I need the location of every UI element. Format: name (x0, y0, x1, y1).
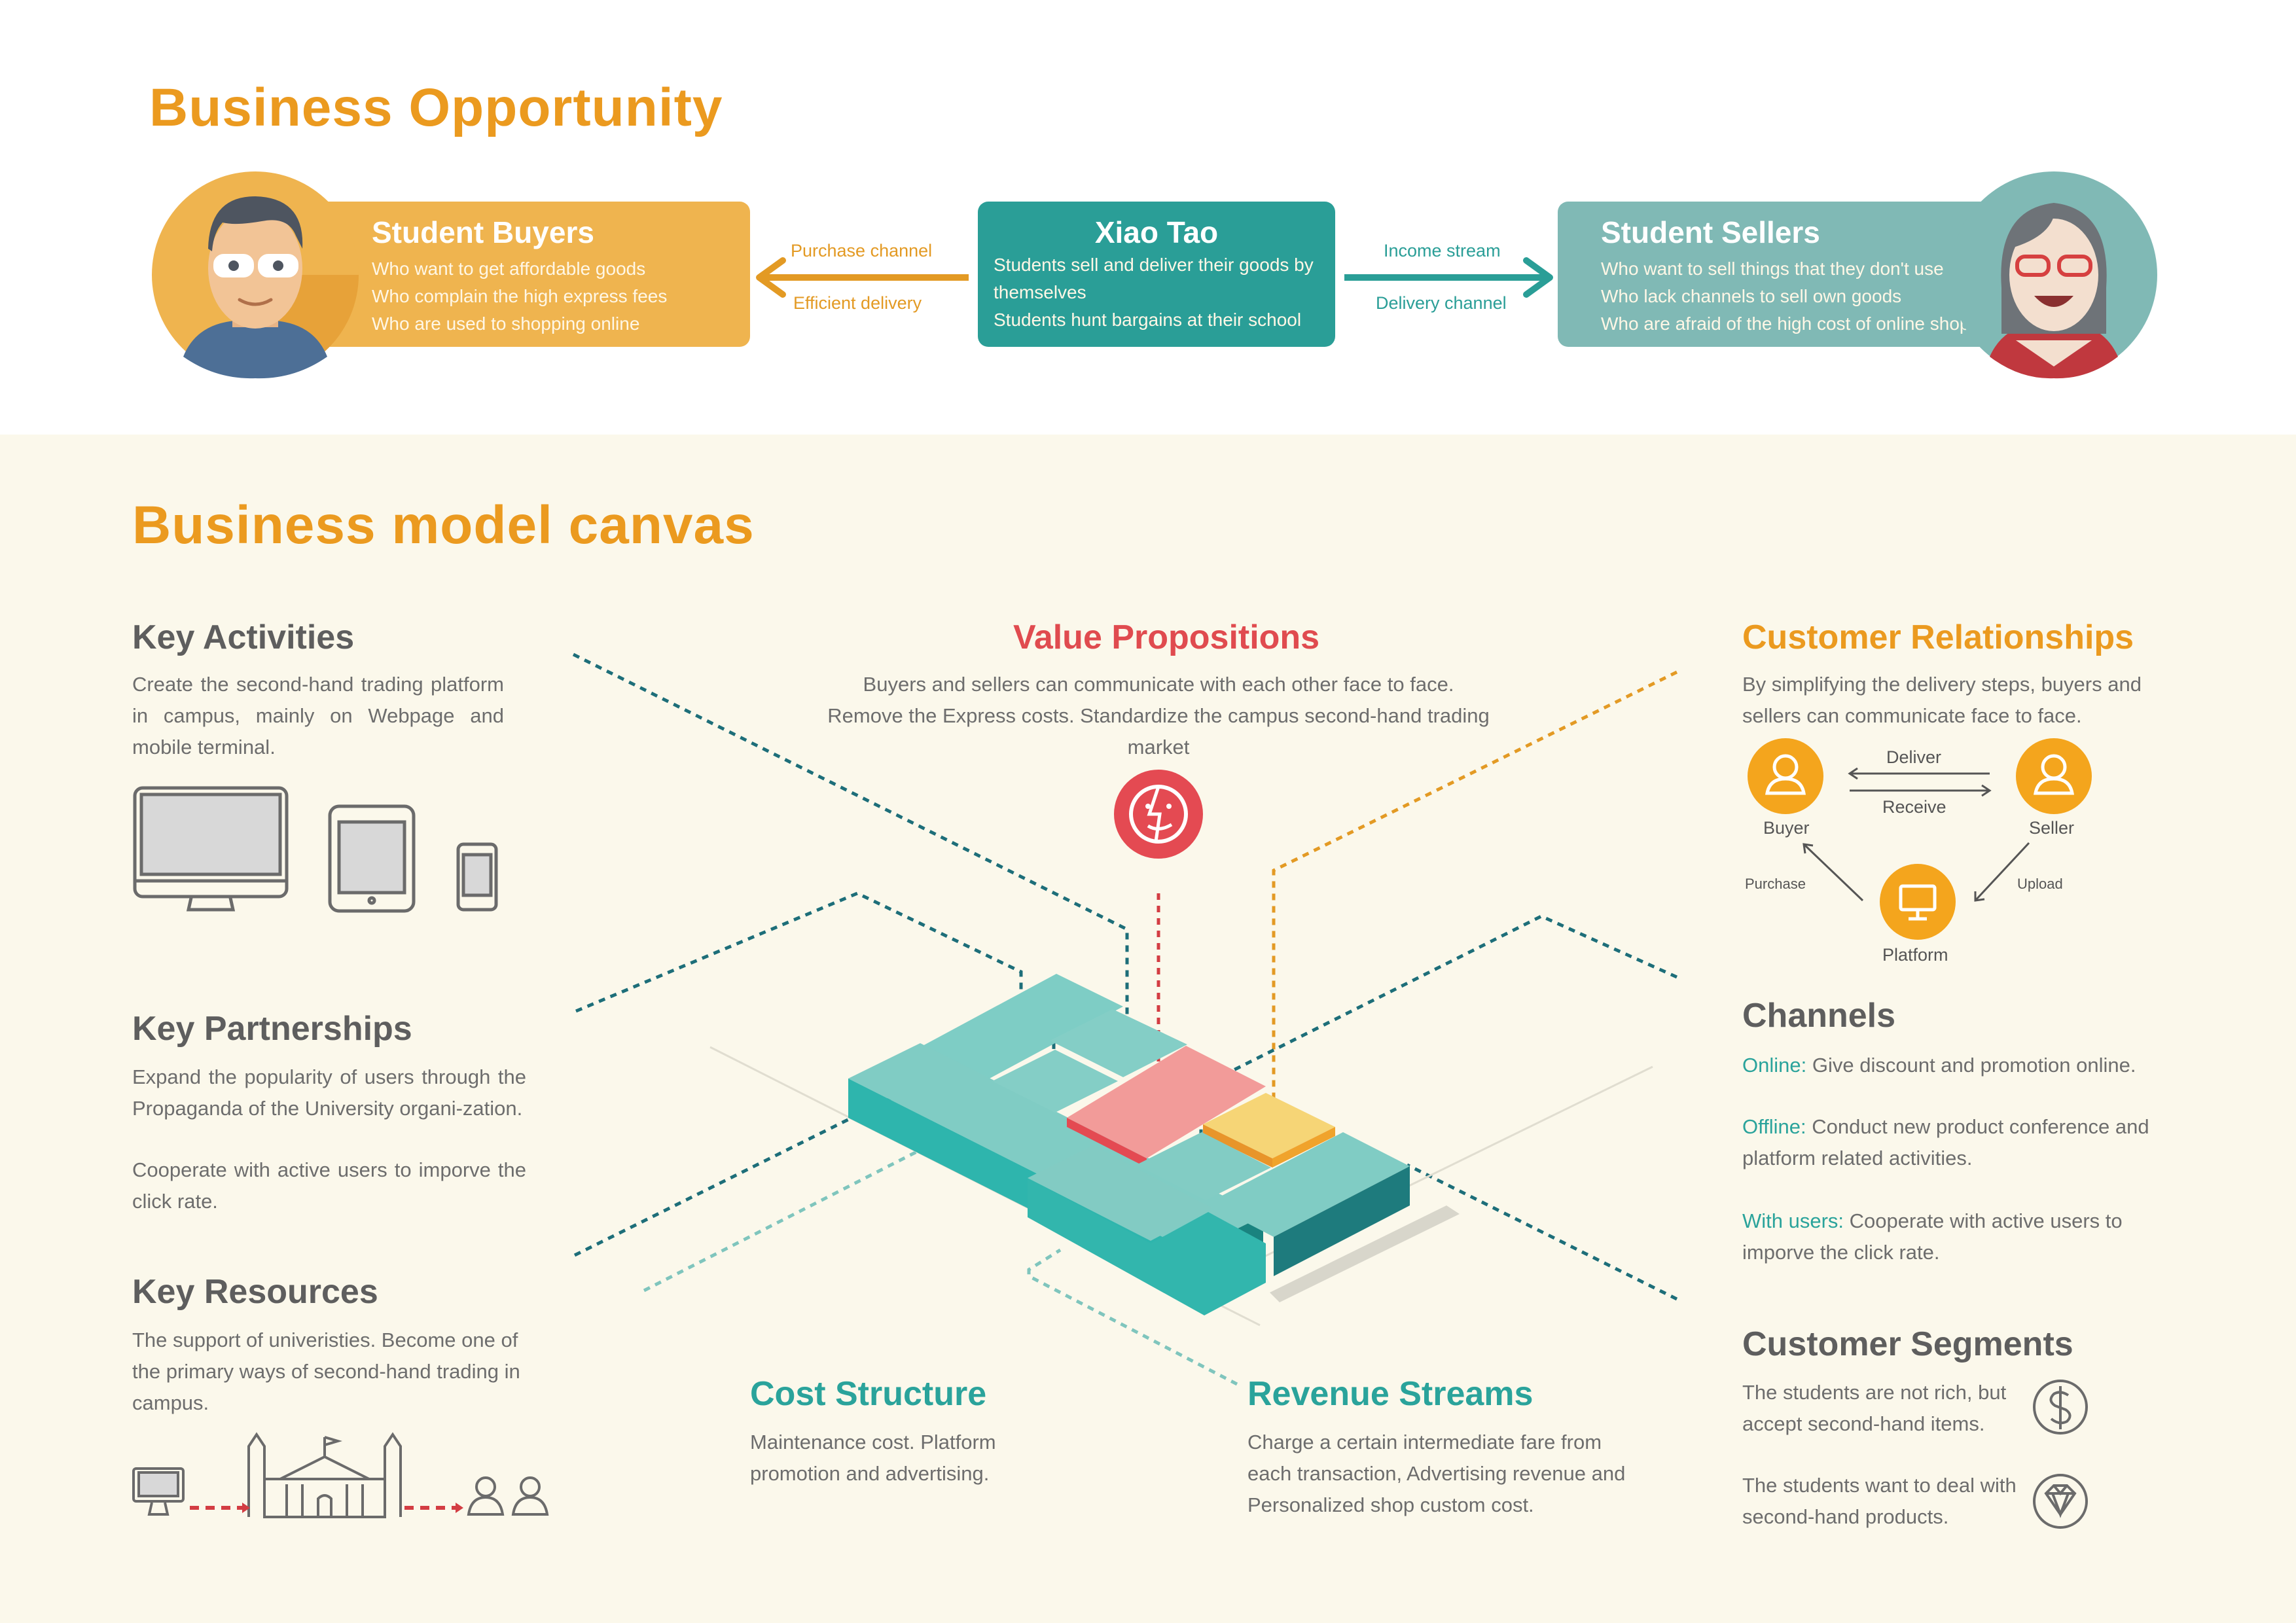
channel-online-text: Give discount and promotion online. (1812, 1054, 2136, 1077)
xiaotao-card: Xiao Tao Students sell and deliver their… (978, 202, 1335, 347)
person-icon (1765, 754, 2074, 921)
key-partnerships-text-2: Cooperate with active users to imporve t… (132, 1158, 526, 1213)
diamond-icon (2033, 1474, 2088, 1529)
customer-segments-title: Customer Segments (1742, 1325, 2073, 1363)
flow-arrowhead-2 (456, 1503, 463, 1513)
device-icons (133, 786, 498, 913)
smiley-face-icon (1114, 770, 1203, 859)
key-activities-title: Key Activities (132, 618, 355, 656)
channel-online: Online: Give discount and promotion onli… (1742, 1050, 2200, 1081)
value-propositions-line-2: Remove the Express costs. Standardize th… (827, 704, 1490, 758)
left-arrow (756, 257, 969, 298)
revenue-streams-title: Revenue Streams (1247, 1375, 1534, 1413)
buyers-line-1: Who want to get affordable goods (372, 259, 646, 279)
cost-structure-title: Cost Structure (750, 1375, 987, 1413)
diagram-deliver-label: Deliver (1886, 747, 1942, 767)
segment-icons (2033, 1380, 2088, 1529)
buyer-avatar-icon (152, 171, 359, 379)
buyers-line-3: Who are used to shopping online (372, 313, 640, 334)
buyers-line-2: Who complain the high express fees (372, 286, 668, 306)
efficient-delivery-label: Efficient delivery (793, 293, 922, 313)
isometric-blocks (709, 974, 1653, 1327)
phone-icon (456, 842, 498, 912)
sellers-title: Student Sellers (1601, 215, 1820, 249)
channel-online-label: Online: (1742, 1054, 1807, 1077)
cost-structure-text: Maintenance cost. Platform promotion and… (750, 1431, 996, 1485)
diagram-receive-label: Receive (1882, 797, 1946, 817)
sellers-line-2: Who lack channels to sell own goods (1601, 286, 1902, 306)
tablet-icon (328, 804, 416, 913)
key-partnerships-title: Key Partnerships (132, 1010, 412, 1048)
university-building-icon (132, 1432, 402, 1518)
diagram-buyer-label: Buyer (1763, 818, 1810, 838)
income-stream-label: Income stream (1384, 241, 1501, 260)
xiaotao-title: Xiao Tao (1094, 215, 1219, 249)
buyers-title: Student Buyers (372, 215, 594, 249)
right-arrow (1344, 257, 1553, 298)
diagram-platform-label: Platform (1882, 945, 1948, 965)
sellers-line-1: Who want to sell things that they don't … (1601, 259, 1944, 279)
diagram-purchase-label: Purchase (1745, 876, 1806, 892)
customer-relationships-text: By simplifying the delivery steps, buyer… (1742, 673, 2142, 727)
customer-relationships-title: Customer Relationships (1742, 618, 2134, 656)
dollar-icon (2033, 1380, 2088, 1435)
purchase-channel-label: Purchase channel (791, 241, 933, 260)
diagram-seller-label: Seller (2029, 818, 2075, 838)
monitor-icon (133, 786, 289, 912)
relationship-diagram (1748, 738, 2092, 940)
key-resources-title: Key Resources (132, 1273, 378, 1311)
channel-users: With users: Cooperate with active users … (1742, 1205, 2174, 1268)
flow-arrowhead-1 (242, 1503, 250, 1513)
value-propositions-line-1: Buyers and sellers can communicate with … (863, 673, 1454, 696)
xiaotao-line-1: Students sell and deliver their goods by… (994, 255, 1314, 302)
customer-segment-1: The students are not rich, but accept se… (1742, 1381, 2007, 1435)
users-icon (467, 1476, 549, 1516)
key-resources-text: The support of univeristies. Become one … (132, 1329, 520, 1414)
key-activities-text: Create the second-hand trading platform … (132, 673, 504, 758)
channel-offline: Offline: Conduct new product conference … (1742, 1111, 2174, 1174)
revenue-streams-text: Charge a certain intermediate fare from … (1247, 1431, 1626, 1516)
seller-avatar-icon (1950, 171, 2157, 379)
delivery-channel-label: Delivery channel (1376, 293, 1507, 313)
sellers-line-3: Who are afraid of the high cost of onlin… (1601, 313, 1970, 334)
channel-offline-text: Conduct new product conference and platf… (1742, 1115, 2149, 1169)
xiaotao-line-2: Students hunt bargains at their school (994, 310, 1302, 330)
channels-title: Channels (1742, 997, 1896, 1035)
customer-segment-2: The students want to deal with second-ha… (1742, 1474, 2017, 1528)
channel-offline-label: Offline: (1742, 1115, 1806, 1138)
value-propositions-text: Buyers and sellers can communicate with … (805, 669, 1512, 763)
opportunity-title: Business Opportunity (149, 78, 723, 137)
diagram-upload-label: Upload (2017, 876, 2063, 892)
channel-users-text: Cooperate with active users to imporve t… (1742, 1209, 2123, 1264)
key-partnerships-text-1: Expand the popularity of users through t… (132, 1065, 526, 1120)
value-propositions-title: Value Propositions (1013, 618, 1320, 656)
canvas-title: Business model canvas (132, 495, 755, 555)
channel-users-label: With users: (1742, 1209, 1844, 1232)
